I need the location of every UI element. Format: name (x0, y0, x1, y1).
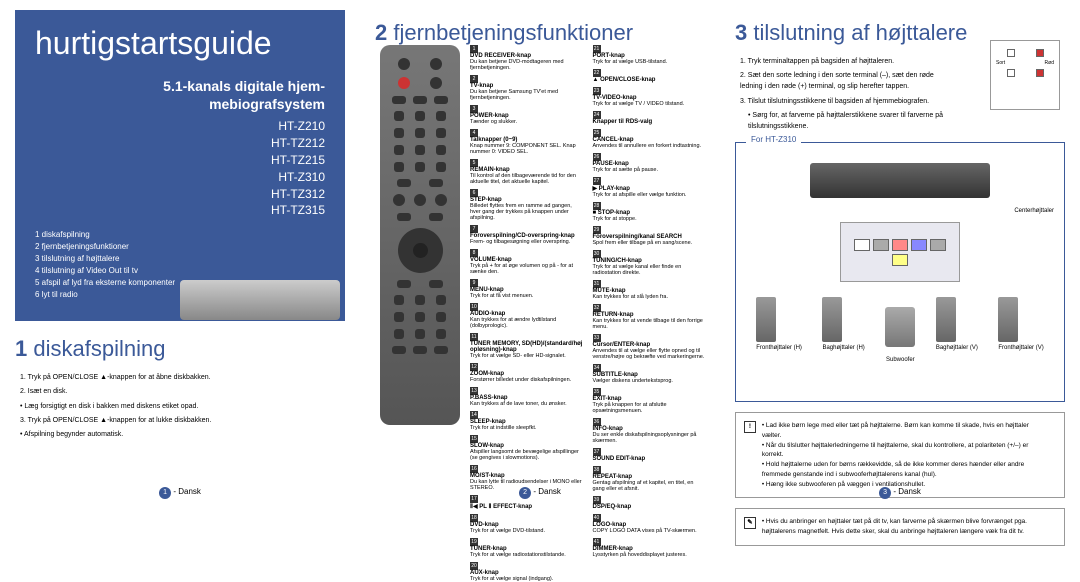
function-item: 9MENU-knapTryk for at få vist menuen. (470, 279, 583, 299)
function-item: 12ZOOM-knapForstørrer billedet under dis… (470, 363, 583, 383)
function-item: 24Knapper til RDS-valg (593, 111, 706, 125)
steps-3: 1. Tryk terminaltappen på bagsiden af hø… (740, 56, 955, 132)
connector-block (840, 222, 960, 282)
remote-icon (380, 45, 460, 425)
dpad-icon (398, 228, 443, 273)
diagram-label: For HT-Z310 (746, 135, 801, 144)
function-item: 22▲ OPEN/CLOSE-knap (593, 69, 706, 83)
function-item: 14SLEEP-knapTryk for at indstille sleepf… (470, 411, 583, 431)
function-item: 29Foroverspilning/kanal SEARCHSpol frem … (593, 226, 706, 246)
subwoofer-icon (885, 307, 915, 347)
footer-1: 1 - Dansk (0, 487, 360, 499)
function-item: 2TV-knapDu kan betjene Samsung TV'et med… (470, 75, 583, 101)
footer-2: 2 - Dansk (360, 487, 720, 499)
function-item: 1DVD RECEIVER-knapDu kan betjene DVD-mod… (470, 45, 583, 71)
steps-1: 1. Tryk på OPEN/CLOSE ▲-knappen for at å… (20, 372, 345, 440)
speaker-row: Fronthøjttaler (H) Baghøjttaler (H) Subw… (746, 297, 1054, 363)
dvd-player-icon (180, 280, 340, 320)
function-item: 34SUBTITLE-knapVælger diskens undertekst… (593, 364, 706, 384)
function-item: 10AUDIO-knapKan trykkes for at ændre lyd… (470, 303, 583, 329)
page-num-1: 1 (159, 487, 171, 499)
function-item: 4Talknapper (0~9)Knap nummer 9: COMPONEN… (470, 129, 583, 155)
speaker-icon (936, 297, 956, 342)
footer-3: 3 - Dansk (720, 487, 1080, 499)
title-box: hurtigstartsguide 5.1-kanals digitale hj… (15, 10, 345, 321)
function-item: 31MUTE-knapKan trykkes for at slå lyden … (593, 280, 706, 300)
info-box-1: ! • Lad ikke børn lege med eller tæt på … (735, 412, 1065, 498)
note-icon: ✎ (744, 517, 756, 529)
function-item: 18DVD-knapTryk for at vælge DVD-tilstand… (470, 514, 583, 534)
function-item: 20AUX-knapTryk for at vælge signal (indg… (470, 562, 583, 582)
panel-1: hurtigstartsguide 5.1-kanals digitale hj… (0, 0, 360, 509)
main-unit-icon (810, 163, 990, 198)
function-item: 23TV-VIDEO-knapTryk for at vælge TV / VI… (593, 87, 706, 107)
page-num-2: 2 (519, 487, 531, 499)
function-item: 13P.BASS-knapKan trykkes af de lave tone… (470, 387, 583, 407)
caution-icon: ! (744, 421, 756, 433)
function-item: 11TUNER MEMORY, SD(HD)/(standard/høj opl… (470, 333, 583, 359)
model-list: HT-Z210 HT-TZ212 HT-TZ215 HT-Z310 HT-TZ3… (35, 118, 325, 219)
function-item: 8VOLUME-knapTryk på + for at øge volumen… (470, 249, 583, 275)
function-item: 25CANCEL-knapAnvendes til annullere en f… (593, 129, 706, 149)
page-num-3: 3 (879, 487, 891, 499)
function-item: 35EXIT-knapTryk på knappen for at afslut… (593, 388, 706, 414)
terminal-diagram: SortRød (990, 40, 1060, 110)
speaker-icon (822, 297, 842, 342)
function-item: 15SLOW-knapAfspiller langsomt de bevægel… (470, 435, 583, 461)
speaker-icon (998, 297, 1018, 342)
subtitle-2: mebiografsystem (35, 95, 325, 113)
section-1-title: 1 diskafspilning (15, 336, 345, 362)
function-item: 32RETURN-knapKan trykkes for at vende ti… (593, 304, 706, 330)
function-item: 19TUNER-knapTryk for at vælge radiostati… (470, 538, 583, 558)
function-list: 1DVD RECEIVER-knapDu kan betjene DVD-mod… (470, 45, 705, 582)
panel-2: 2 fjernbetjeningsfunktioner 1DVD RECEIVE… (360, 0, 720, 509)
speaker-icon (756, 297, 776, 342)
function-item: 41DIMMER-knapLysstyrken på hoveddisplaye… (593, 538, 706, 558)
function-item: 37SOUND EDIT-knap (593, 448, 706, 462)
connection-diagram: For HT-Z310 Centerhøjttaler Fronthøjttal… (735, 142, 1065, 402)
guide-title: hurtigstartsguide (35, 25, 325, 62)
function-item: 40LOGO-knapCOPY LOGO DATA vises på TV-sk… (593, 514, 706, 534)
function-item: 33Cursor/ENTER-knapAnvendes til at vælge… (593, 334, 706, 360)
section-2-title: 2 fjernbetjeningsfunktioner (375, 20, 705, 46)
function-item: 27▶ PLAY-knapTryk for at afspille eller … (593, 177, 706, 198)
function-item: 7Foroverspilning/CD-overspring-knapFrem-… (470, 225, 583, 245)
function-item: 26PAUSE-knapTryk for at sætte på pause. (593, 153, 706, 173)
function-item: 28■ STOP-knapTryk for at stoppe. (593, 202, 706, 222)
subtitle-1: 5.1-kanals digitale hjem- (35, 77, 325, 95)
function-item: 21PORT-knapTryk for at vælge USB-tilstan… (593, 45, 706, 65)
function-item: 3POWER-knapTænder og slukker. (470, 105, 583, 125)
info-box-2: ✎ • Hvis du anbringer en højttaler tæt p… (735, 508, 1065, 546)
function-item: 30TUNING/CH-knapTryk for at vælge kanal … (593, 250, 706, 276)
function-item: 5REMAIN-knapTil kontrol af den tilbagevæ… (470, 159, 583, 185)
function-item: 36INFO-knapDu ser enkle diskafspilningso… (593, 418, 706, 444)
panel-3: 3 tilslutning af højttalere 1. Tryk term… (720, 0, 1080, 509)
function-item: 6STEP-knapBilledet flyttes frem en ramme… (470, 189, 583, 221)
